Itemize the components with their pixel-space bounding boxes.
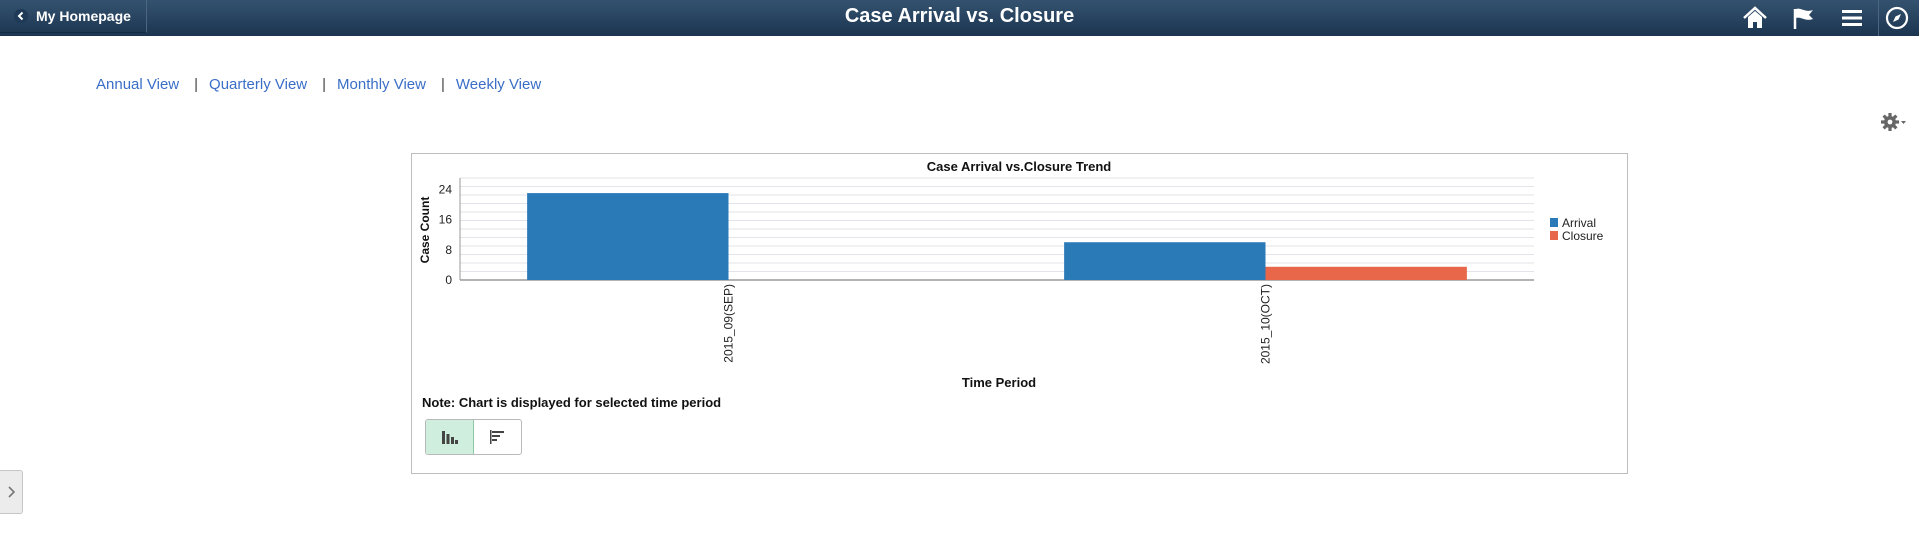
vertical-bar-chart-button[interactable] — [426, 420, 474, 454]
y-tick-label: 24 — [439, 182, 453, 196]
bar-chart: Case Arrival vs.Closure Trend Case Count… — [418, 159, 1604, 389]
bar-closure — [1265, 266, 1467, 280]
bar-arrival — [527, 193, 729, 280]
y-tick-label: 8 — [445, 243, 452, 257]
gear-icon[interactable] — [1881, 112, 1907, 132]
header-divider — [1878, 0, 1879, 36]
y-axis-label: Case Count — [418, 197, 432, 264]
navbar-compass-icon[interactable] — [1883, 4, 1911, 32]
flag-icon[interactable] — [1790, 4, 1818, 32]
chevron-down-icon — [1901, 121, 1906, 124]
view-separator: | — [194, 76, 199, 93]
page-title: Case Arrival vs. Closure — [844, 5, 1075, 27]
y-tick-label: 16 — [439, 213, 453, 227]
x-axis-label: Time Period — [962, 375, 1036, 389]
horizontal-bar-chart-icon — [489, 430, 504, 444]
weekly-view-link[interactable]: Weekly View — [455, 76, 542, 93]
monthly-view-link[interactable]: Monthly View — [337, 76, 426, 93]
chart-type-toggle — [425, 419, 522, 455]
chevron-right-icon — [8, 486, 15, 498]
legend-label: Arrival — [1562, 216, 1596, 230]
x-tick-label: 2015_09(SEP) — [722, 284, 736, 363]
chart-panel: Case Arrival vs.Closure Trend Case Count… — [411, 153, 1628, 474]
side-panel-toggle[interactable] — [0, 470, 23, 514]
chart-note: Note: Chart is displayed for selected ti… — [422, 395, 722, 410]
horizontal-bar-chart-button[interactable] — [474, 420, 521, 454]
view-separator: | — [440, 76, 445, 93]
view-separator: | — [322, 76, 327, 93]
legend-label: Closure — [1562, 229, 1604, 243]
bar-chart-icon — [441, 431, 458, 444]
annual-view-link[interactable]: Annual View — [96, 76, 180, 93]
back-button-label: My Homepage — [36, 8, 131, 24]
legend-swatch — [1550, 231, 1558, 240]
y-tick-label: 0 — [445, 273, 452, 287]
back-button[interactable]: My Homepage — [0, 0, 147, 33]
home-icon[interactable] — [1741, 4, 1769, 32]
legend-swatch — [1550, 218, 1558, 227]
bar-arrival — [1064, 242, 1266, 280]
chevron-left-icon — [14, 9, 28, 23]
chart-title: Case Arrival vs.Closure Trend — [927, 159, 1112, 174]
menu-icon[interactable] — [1838, 4, 1866, 32]
quarterly-view-link[interactable]: Quarterly View — [209, 76, 308, 93]
view-selector: Annual View | Quarterly View | Monthly V… — [96, 76, 541, 93]
header-bar: My Homepage Case Arrival vs. Closure — [0, 0, 1919, 36]
x-tick-label: 2015_10(OCT) — [1259, 284, 1273, 364]
